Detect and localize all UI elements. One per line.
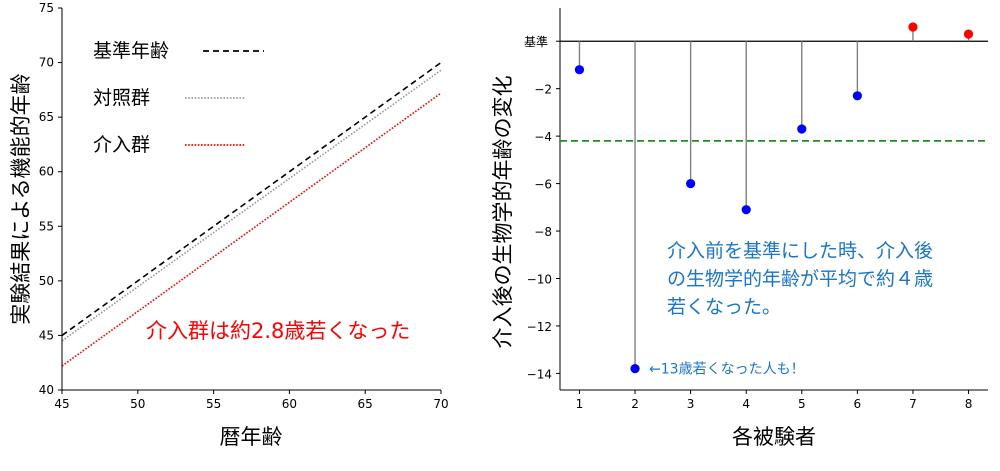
left-x-tick-label: 45: [54, 397, 69, 411]
right-x-tick-label: 4: [742, 397, 750, 411]
left-x-tick-label: 50: [130, 397, 145, 411]
right-annotation-line-1: 介入前を基準にした時、介入後: [667, 240, 933, 262]
right-y-tick-label: −6: [534, 178, 552, 192]
legend-label-intervention: 介入群: [93, 134, 150, 156]
right-y-tick-label: −12: [527, 320, 552, 334]
right-y-tick-label: −8: [534, 225, 552, 239]
left-x-axis-title: 暦年齢: [220, 425, 283, 449]
data-points: [574, 22, 974, 374]
left-y-tick-label: 75: [39, 1, 54, 15]
right-x-tick-label: 7: [909, 397, 917, 411]
right-x-tick-label: 5: [798, 397, 806, 411]
series-line-intervention: [61, 92, 442, 367]
right-y-tick-labels: −14 −12 −10 −8 −6 −4 −2: [527, 40, 560, 381]
left-y-tick-label: 70: [39, 56, 54, 70]
stem-lines: [578, 26, 970, 369]
data-point: [630, 364, 640, 374]
left-y-axis-title: 実験結果による機能的年齢: [9, 73, 33, 324]
left-x-tick-label: 70: [433, 397, 448, 411]
right-y-tick-label: −4: [534, 130, 552, 144]
left-x-tick-label: 65: [358, 397, 373, 411]
right-y-tick-label: −14: [527, 367, 552, 381]
right-x-tick-labels: 1 2 3 4 5 6 7 8: [576, 390, 973, 411]
left-y-tick-label: 50: [39, 274, 54, 288]
data-point: [574, 65, 585, 75]
left-y-tick-labels: 40 45 50 55 60 65 70 75: [39, 1, 54, 397]
left-annotation: 介入群は約2.8歳若くなった: [146, 319, 410, 343]
right-x-tick-label: 2: [631, 397, 639, 411]
left-series-lines: [61, 61, 442, 367]
data-point: [741, 205, 751, 215]
left-x-tick-label: 60: [282, 397, 297, 411]
right-chart: 基準 1 2 3 4 5 6 7 8 −14 −12 −10 −8 −6 −4 −2 各被験者 介入後の生…: [491, 8, 988, 449]
legend-label-control: 対照群: [93, 87, 150, 109]
left-x-tick-label: 55: [206, 397, 221, 411]
left-legend: 基準年齢 対照群 介入群: [93, 40, 264, 156]
right-x-axis-title: 各被験者: [732, 425, 816, 449]
point-note: ←13歳若くなった人も！: [649, 362, 805, 378]
left-x-tick-labels: 45 50 55 60 65 70: [54, 397, 448, 411]
right-y-tick-label: −2: [534, 83, 552, 97]
left-y-tick-label: 40: [39, 383, 54, 397]
left-y-tick-label: 65: [39, 110, 54, 124]
right-y-tick-label: −10: [527, 272, 552, 286]
right-annotation: 介入前を基準にした時、介入後 の生物学的年齢が平均で約４歳 若くなった。: [667, 240, 933, 318]
right-annotation-line-2: の生物学的年齢が平均で約４歳: [667, 268, 933, 290]
series-line-control: [61, 69, 442, 342]
data-point: [852, 91, 862, 101]
left-y-tick-label: 45: [39, 328, 54, 342]
left-y-tick-label: 55: [39, 219, 54, 233]
right-x-tick-label: 3: [687, 397, 695, 411]
left-tick-marks: [58, 7, 442, 394]
right-annotation-line-3: 若くなった。: [667, 296, 781, 318]
data-point: [908, 22, 918, 32]
data-point: [797, 124, 807, 134]
right-x-tick-label: 6: [854, 397, 862, 411]
legend-label-baseline: 基準年齢: [93, 40, 169, 62]
baseline-label: 基準: [524, 34, 548, 49]
right-x-tick-label: 1: [576, 397, 584, 411]
left-y-tick-label: 60: [39, 165, 54, 179]
data-point: [963, 29, 974, 39]
right-x-tick-label: 8: [965, 397, 973, 411]
data-point: [686, 178, 696, 189]
right-y-axis-title: 介入後の生物学的年齢の変化: [491, 76, 515, 349]
series-line-baseline: [61, 61, 442, 337]
